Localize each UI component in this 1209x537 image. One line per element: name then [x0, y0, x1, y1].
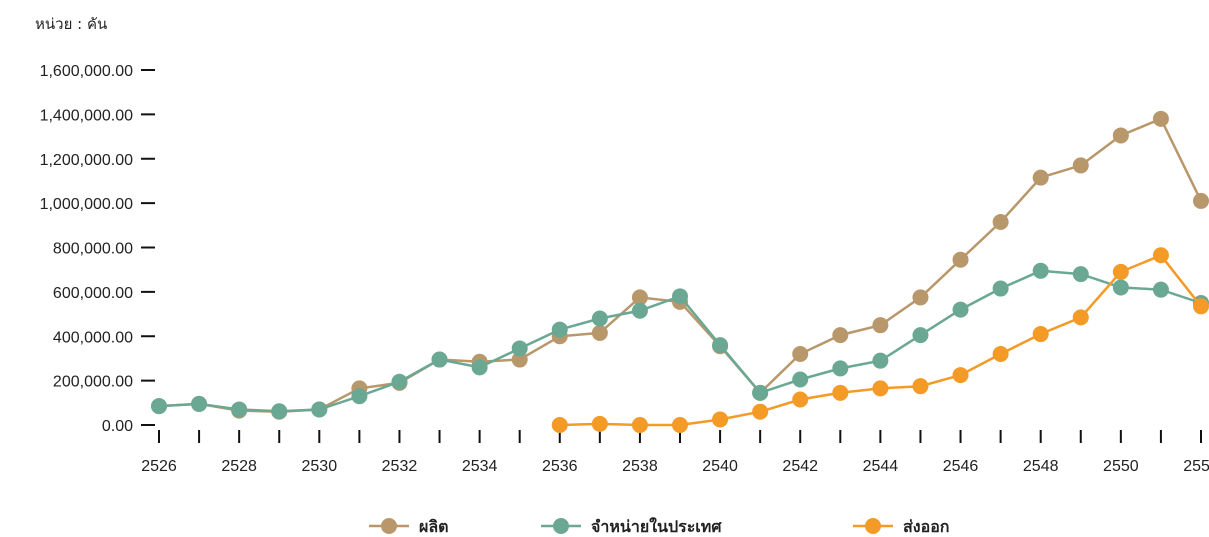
data-point — [1112, 279, 1129, 296]
data-point — [1032, 262, 1049, 279]
legend-marker — [553, 518, 569, 534]
data-point — [1112, 263, 1129, 280]
data-point — [1152, 247, 1169, 264]
data-point — [832, 384, 849, 401]
data-point — [712, 411, 729, 428]
data-point — [351, 388, 368, 405]
data-point — [1193, 192, 1209, 209]
data-point — [1072, 266, 1089, 283]
data-point — [631, 417, 648, 433]
data-point — [631, 289, 648, 306]
data-point — [912, 378, 929, 395]
data-point — [431, 351, 448, 368]
data-point — [992, 280, 1009, 297]
data-point — [391, 373, 408, 390]
series-line — [559, 253, 1202, 427]
data-point — [992, 213, 1009, 230]
y-tick-label: 0.00 — [102, 418, 133, 435]
data-point — [792, 346, 809, 362]
data-point — [551, 417, 568, 433]
data-point — [311, 401, 328, 418]
series-group — [151, 262, 1209, 420]
data-point — [1072, 157, 1089, 174]
data-point — [672, 288, 688, 305]
data-point — [1193, 298, 1209, 315]
data-point — [832, 360, 849, 377]
x-tick-label: 2530 — [302, 458, 338, 475]
y-tick-label: 1,200,000.00 — [40, 152, 134, 169]
data-point — [952, 301, 969, 318]
data-point — [792, 371, 809, 388]
x-tick-label: 2536 — [542, 458, 578, 475]
x-tick-label: 2550 — [1103, 458, 1139, 475]
data-point — [912, 289, 929, 306]
data-point — [872, 380, 889, 397]
x-tick-label: 2544 — [863, 458, 899, 475]
x-tick-label: 2546 — [943, 458, 979, 475]
y-tick-label: 200,000.00 — [53, 374, 133, 391]
x-tick-label: 2528 — [221, 458, 257, 475]
y-tick-label: 1,000,000.00 — [40, 196, 134, 213]
data-point — [872, 317, 889, 334]
data-point — [752, 403, 769, 420]
y-tick-label: 800,000.00 — [53, 241, 133, 258]
legend-item: ผลิต — [369, 517, 449, 536]
x-axis: 2526 2528 2530 2532 2534 2536 2538 2540 2542 2544… — [141, 430, 1209, 475]
y-tick-label: 1,400,000.00 — [40, 107, 134, 124]
x-tick-label: 2538 — [622, 458, 658, 475]
data-point — [471, 359, 488, 376]
legend-label: จำหน่ายในประเทศ — [591, 517, 722, 536]
data-point — [591, 415, 608, 432]
data-point — [591, 324, 608, 341]
data-point — [952, 367, 969, 384]
legend-label: ส่งออก — [903, 517, 949, 536]
data-point — [1072, 309, 1089, 326]
legend-item: จำหน่ายในประเทศ — [541, 517, 722, 536]
data-point — [551, 321, 568, 338]
series-layer — [151, 110, 1209, 433]
x-tick-label: 2526 — [141, 458, 177, 475]
data-point — [912, 327, 929, 344]
legend-marker — [381, 518, 397, 534]
data-point — [1112, 127, 1129, 144]
data-point — [752, 384, 769, 401]
legend-label: ผลิต — [419, 517, 449, 536]
data-point — [591, 310, 608, 327]
data-point — [191, 395, 208, 412]
y-tick-label: 600,000.00 — [53, 285, 133, 302]
data-point — [1152, 110, 1169, 127]
data-point — [1032, 169, 1049, 186]
y-tick-label: 400,000.00 — [53, 329, 133, 346]
data-point — [672, 417, 688, 433]
x-tick-label: 2532 — [382, 458, 418, 475]
data-point — [712, 337, 729, 354]
x-tick-label: 2552 — [1183, 458, 1209, 475]
data-point — [1152, 281, 1169, 298]
series-group — [551, 247, 1209, 433]
legend-item: ส่งออก — [853, 517, 949, 536]
data-point — [151, 398, 167, 415]
y-axis: 0.00 200,000.00 400,000.00 600,000.00 800,00… — [40, 63, 155, 435]
x-tick-label: 2542 — [782, 458, 818, 475]
data-point — [872, 352, 889, 369]
data-point — [792, 391, 809, 408]
data-point — [631, 302, 648, 319]
data-point — [511, 351, 528, 368]
y-tick-label: 1,600,000.00 — [40, 63, 134, 80]
data-point — [1032, 326, 1049, 343]
data-point — [952, 251, 969, 268]
unit-label: หน่วย : คัน — [35, 15, 107, 33]
data-point — [271, 403, 288, 420]
x-tick-label: 2548 — [1023, 458, 1059, 475]
x-tick-label: 2540 — [702, 458, 738, 475]
legend: ผลิต จำหน่ายในประเทศ ส่งออก — [369, 517, 949, 536]
data-point — [832, 327, 849, 344]
data-point — [511, 340, 528, 357]
series-group — [151, 110, 1209, 420]
data-point — [231, 401, 248, 418]
legend-marker — [865, 518, 881, 534]
x-tick-label: 2534 — [462, 458, 498, 475]
data-point — [992, 346, 1009, 362]
